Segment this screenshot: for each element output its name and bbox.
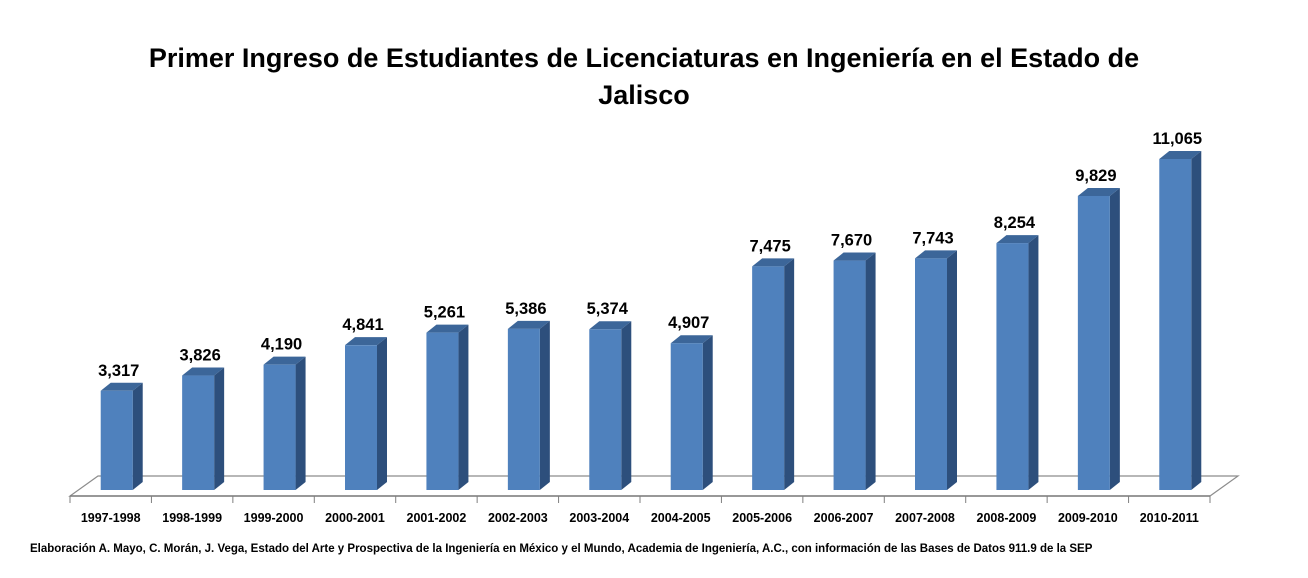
bar-side bbox=[214, 367, 225, 490]
bar-front bbox=[996, 243, 1029, 490]
bar-side bbox=[295, 356, 306, 490]
bar-front bbox=[752, 266, 785, 490]
bar bbox=[507, 320, 550, 490]
data-label: 5,386 bbox=[505, 300, 546, 318]
bar-top bbox=[100, 382, 143, 391]
bar-top bbox=[752, 258, 795, 267]
chart-title: Primer Ingreso de Estudiantes de Licenci… bbox=[0, 40, 1288, 114]
data-label: 4,907 bbox=[668, 314, 709, 332]
bar-top bbox=[670, 335, 713, 344]
bar bbox=[100, 382, 143, 490]
bar bbox=[1159, 151, 1202, 490]
bar-top bbox=[345, 337, 387, 346]
bar-side bbox=[1191, 151, 1202, 490]
bar bbox=[182, 367, 225, 490]
x-tick-label: 2009-2010 bbox=[1058, 511, 1118, 525]
bar-front bbox=[345, 345, 377, 490]
data-label: 11,065 bbox=[1153, 130, 1203, 148]
bar-top bbox=[426, 324, 469, 333]
bar-top bbox=[996, 235, 1039, 244]
data-label: 8,254 bbox=[994, 214, 1036, 232]
source-note: Elaboración A. Mayo, C. Morán, J. Vega, … bbox=[30, 543, 1093, 555]
data-label: 4,190 bbox=[261, 336, 302, 354]
bar-side bbox=[377, 337, 387, 490]
chart-floor bbox=[68, 475, 1240, 497]
bar-top bbox=[263, 356, 306, 365]
data-label: 7,475 bbox=[749, 237, 790, 255]
bar-top bbox=[1077, 187, 1120, 196]
bar-front bbox=[426, 332, 459, 490]
bar bbox=[833, 252, 876, 490]
bar-front bbox=[589, 329, 622, 490]
bar-top bbox=[833, 252, 876, 261]
bar-side bbox=[1109, 187, 1120, 490]
bar-front bbox=[263, 364, 296, 490]
x-tick-label: 2002-2003 bbox=[488, 511, 548, 525]
x-tick-label: 2006-2007 bbox=[814, 511, 874, 525]
x-tick-label: 2008-2009 bbox=[977, 511, 1037, 525]
data-label: 9,829 bbox=[1075, 167, 1116, 185]
data-label: 7,743 bbox=[912, 229, 953, 247]
x-tick-label: 1997-1998 bbox=[81, 511, 141, 525]
x-tick-label: 1998-1999 bbox=[162, 511, 222, 525]
bar-top bbox=[589, 321, 632, 330]
x-tick-label: 2000-2001 bbox=[325, 511, 385, 525]
bar-side bbox=[947, 250, 957, 490]
data-label: 3,317 bbox=[98, 362, 139, 380]
bar-front bbox=[833, 260, 866, 490]
bar-side bbox=[865, 252, 876, 490]
bar bbox=[752, 258, 795, 490]
bar-front bbox=[670, 343, 703, 490]
bar bbox=[1077, 187, 1120, 490]
bar bbox=[670, 335, 713, 490]
bar-side bbox=[132, 382, 143, 490]
bar-front bbox=[1159, 159, 1192, 490]
x-tick-label: 2010-2011 bbox=[1140, 511, 1199, 525]
bar bbox=[589, 321, 632, 490]
bar-side bbox=[621, 321, 632, 490]
data-label: 5,374 bbox=[587, 300, 629, 318]
x-tick-label: 2005-2006 bbox=[732, 511, 792, 525]
data-label: 7,670 bbox=[831, 232, 872, 250]
bar bbox=[263, 356, 306, 490]
chart-title-line-2: Jalisco bbox=[598, 80, 690, 110]
bar-side bbox=[784, 258, 795, 490]
data-label: 3,826 bbox=[179, 347, 220, 365]
chart-title-line-1: Primer Ingreso de Estudiantes de Licenci… bbox=[148, 43, 1140, 73]
bar-top bbox=[507, 320, 550, 329]
bar-top bbox=[915, 250, 957, 259]
bar bbox=[996, 235, 1039, 490]
bar-front bbox=[1077, 195, 1110, 490]
x-tick-label: 2004-2005 bbox=[651, 511, 711, 525]
bar-side bbox=[1028, 235, 1039, 490]
data-label: 4,841 bbox=[342, 316, 383, 334]
bar-side bbox=[458, 324, 469, 490]
x-tick-label: 2001-2002 bbox=[407, 511, 467, 525]
x-tick-label: 2007-2008 bbox=[895, 511, 955, 525]
x-tick-label: 1999-2000 bbox=[244, 511, 304, 525]
x-tick-label: 2003-2004 bbox=[569, 511, 629, 525]
bar-front bbox=[915, 258, 947, 490]
bar-front bbox=[182, 375, 215, 490]
bar-side bbox=[539, 320, 550, 490]
bar-top bbox=[1159, 151, 1202, 159]
bar-front bbox=[507, 328, 540, 490]
bar bbox=[345, 337, 387, 490]
bar-front bbox=[100, 390, 133, 490]
data-label: 5,261 bbox=[424, 304, 465, 322]
bar-top bbox=[182, 367, 225, 376]
bar bbox=[915, 250, 957, 490]
bar bbox=[426, 324, 469, 490]
bar-side bbox=[702, 335, 713, 490]
